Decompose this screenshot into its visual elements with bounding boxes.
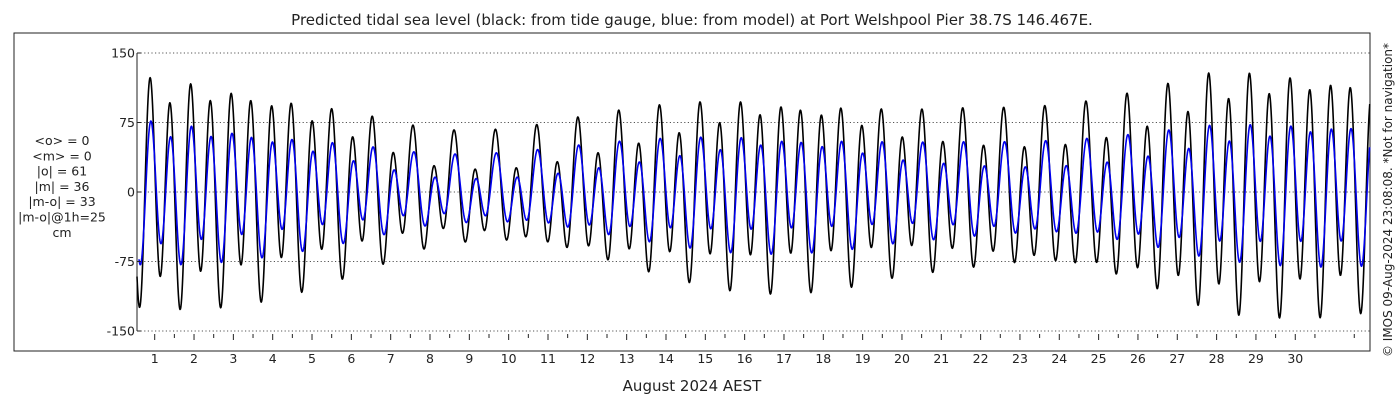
x-tick-label: 23: [1012, 351, 1028, 366]
x-tick-label: 20: [894, 351, 910, 366]
y-tick-label: 75: [119, 115, 135, 130]
x-tick-label: 27: [1169, 351, 1185, 366]
x-tick-label: 28: [1209, 351, 1225, 366]
x-tick-label: 8: [426, 351, 434, 366]
x-tick-label: 18: [815, 351, 831, 366]
x-tick-label: 1: [151, 351, 159, 366]
series-layer: [136, 72, 1371, 319]
y-tick-label: -150: [107, 324, 135, 339]
x-tick-label: 11: [540, 351, 556, 366]
stats-block: <o> = 0<m> = 0|o| = 61|m| = 36|m-o| = 33…: [18, 133, 106, 240]
x-tick-label: 16: [737, 351, 753, 366]
x-tick-label: 15: [697, 351, 713, 366]
x-tick-label: 26: [1130, 351, 1146, 366]
stats-line: |m-o|@1h=25: [18, 210, 106, 225]
x-tick-label: 5: [308, 351, 316, 366]
stats-line: <m> = 0: [32, 148, 92, 163]
x-tick-label: 4: [269, 351, 277, 366]
chart-title: Predicted tidal sea level (black: from t…: [291, 11, 1093, 29]
x-tick-label: 2: [190, 351, 198, 366]
x-tick-label: 10: [501, 351, 517, 366]
grid-layer: [137, 52, 1370, 332]
x-tick-label: 9: [465, 351, 473, 366]
stats-line: |m| = 36: [35, 179, 90, 194]
series-line-tide-gauge: [136, 72, 1371, 319]
copyright-note: © IMOS 09-Aug-2024 23:08:08. *Not for na…: [1381, 43, 1395, 357]
series-line-model: [138, 120, 1371, 268]
x-tick-label: 24: [1051, 351, 1067, 366]
x-tick-label: 19: [855, 351, 871, 366]
x-tick-label: 12: [579, 351, 595, 366]
x-tick-label: 17: [776, 351, 792, 366]
x-tick-label: 29: [1248, 351, 1264, 366]
x-tick-label: 13: [619, 351, 635, 366]
x-tick-label: 7: [387, 351, 395, 366]
stats-line: |o| = 61: [37, 164, 87, 179]
y-tick-label: 0: [127, 185, 135, 200]
y-tick-label: 150: [111, 46, 135, 61]
x-tick-label: 30: [1287, 351, 1303, 366]
stats-line: |m-o| = 33: [28, 194, 95, 209]
stats-line: <o> = 0: [35, 133, 90, 148]
stats-line: cm: [52, 225, 71, 240]
x-tick-label: 25: [1091, 351, 1107, 366]
y-tick-label: -75: [115, 254, 135, 269]
x-tick-label: 22: [973, 351, 989, 366]
x-axis-label: August 2024 AEST: [623, 377, 762, 395]
x-tick-label: 6: [347, 351, 355, 366]
x-tick-label: 3: [229, 351, 237, 366]
x-tick-label: 14: [658, 351, 674, 366]
x-tick-label: 21: [933, 351, 949, 366]
